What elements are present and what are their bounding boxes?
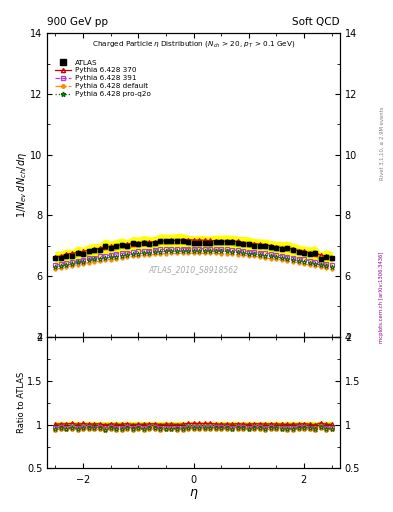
Text: Rivet 3.1.10, ≥ 2.9M events: Rivet 3.1.10, ≥ 2.9M events	[380, 106, 384, 180]
Y-axis label: Ratio to ATLAS: Ratio to ATLAS	[17, 372, 26, 433]
X-axis label: $\eta$: $\eta$	[189, 487, 198, 501]
Text: Charged Particle$\,\eta$ Distribution ($N_{ch}$ > 20, $p_T$ > 0.1 GeV): Charged Particle$\,\eta$ Distribution ($…	[92, 39, 295, 49]
Text: ATLAS_2010_S8918562: ATLAS_2010_S8918562	[149, 265, 239, 274]
Y-axis label: $1/N_{ev}\,dN_{ch}/d\eta$: $1/N_{ev}\,dN_{ch}/d\eta$	[15, 152, 29, 218]
Text: Soft QCD: Soft QCD	[292, 16, 340, 27]
Text: mcplots.cern.ch [arXiv:1306.3436]: mcplots.cern.ch [arXiv:1306.3436]	[380, 251, 384, 343]
Text: 900 GeV pp: 900 GeV pp	[47, 16, 108, 27]
Legend: ATLAS, Pythia 6.428 370, Pythia 6.428 391, Pythia 6.428 default, Pythia 6.428 pr: ATLAS, Pythia 6.428 370, Pythia 6.428 39…	[52, 57, 153, 100]
